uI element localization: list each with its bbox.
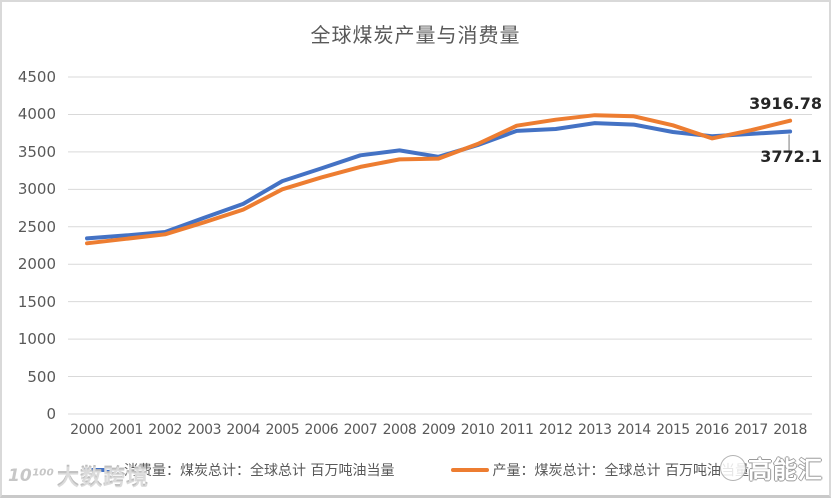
x-tick-label: 2006 (304, 422, 339, 438)
x-tick-label: 2016 (695, 422, 729, 438)
x-tick-label: 2007 (343, 422, 378, 438)
x-tick-label: 2004 (226, 422, 261, 438)
production-line (85, 113, 793, 246)
y-tick-label: 3500 (17, 142, 56, 161)
legend-item-consumption: 消费量：煤炭总计：全球总计 百万吨油当量 (82, 460, 395, 480)
x-tick-label: 2000 (70, 422, 104, 438)
production-2018-label: 3916.78 (749, 94, 822, 113)
series-lines (85, 113, 793, 246)
consumption-2018-label: 3772.1 (760, 147, 822, 166)
gridlines (68, 76, 812, 415)
y-tick-label: 4500 (17, 68, 56, 86)
x-tick-label: 2001 (109, 422, 143, 438)
consumption-legend-marker-icon (82, 468, 121, 472)
x-tick-label: 2017 (734, 422, 768, 438)
x-tick-label: 2015 (656, 422, 690, 438)
x-tick-label: 2005 (265, 422, 300, 438)
y-tick-label: 3000 (17, 180, 56, 199)
chart-title: 全球煤炭产量与消费量 (310, 23, 521, 47)
x-tick-label: 2009 (421, 422, 456, 438)
x-tick-label: 2010 (460, 422, 495, 438)
y-tick-label: 4000 (17, 105, 56, 124)
y-tick-label: 1000 (17, 330, 56, 349)
x-tick-label: 2008 (382, 422, 417, 438)
consumption-legend-label: 消费量：煤炭总计：全球总计 百万吨油当量 (124, 463, 395, 479)
production-legend-marker-icon (450, 468, 489, 472)
x-tick-label: 2018 (773, 422, 807, 438)
y-tick-label: 0 (46, 405, 56, 423)
legend-item-production: 产量：煤炭总计：全球总计 百万吨油当量 (450, 460, 749, 480)
x-tick-label: 2013 (577, 422, 612, 438)
y-tick-label: 2500 (17, 217, 56, 236)
x-tick-label: 2014 (617, 422, 651, 438)
production-legend-label: 产量：煤炭总计：全球总计 百万吨油当量 (492, 463, 749, 479)
x-tick-label: 2002 (148, 422, 182, 438)
legend: 消费量：煤炭总计：全球总计 百万吨油当量 产量：煤炭总计：全球总计 百万吨油当量 (2, 460, 829, 480)
y-tick-label: 500 (27, 367, 56, 386)
x-tick-label: 2003 (187, 422, 221, 438)
x-tick-label: 2012 (538, 422, 573, 438)
y-tick-label: 1500 (17, 292, 56, 311)
consumption-line (85, 121, 793, 241)
y-tick-label: 2000 (17, 255, 56, 274)
x-tick-label: 2011 (499, 422, 534, 438)
